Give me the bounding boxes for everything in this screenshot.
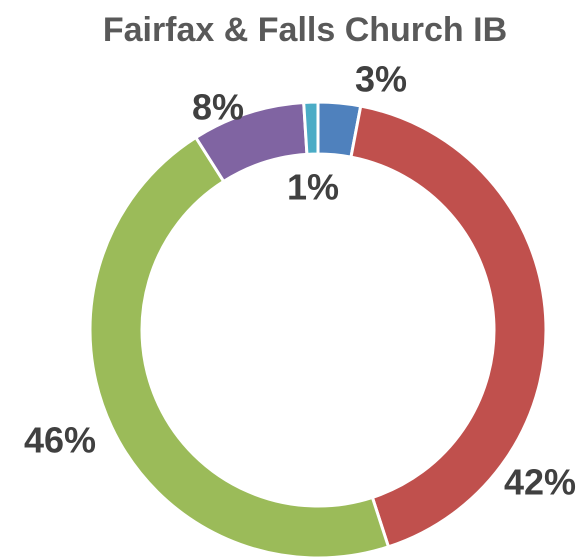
data-label: 46%	[24, 420, 96, 461]
donut-segment	[88, 135, 391, 557]
data-label: 8%	[192, 87, 244, 128]
donut-segment	[302, 100, 320, 156]
donut-segment	[349, 104, 548, 549]
data-label: 1%	[287, 167, 339, 208]
data-label: 42%	[504, 462, 576, 503]
chart-title: Fairfax & Falls Church IB	[103, 11, 507, 49]
data-label: 3%	[355, 59, 407, 100]
